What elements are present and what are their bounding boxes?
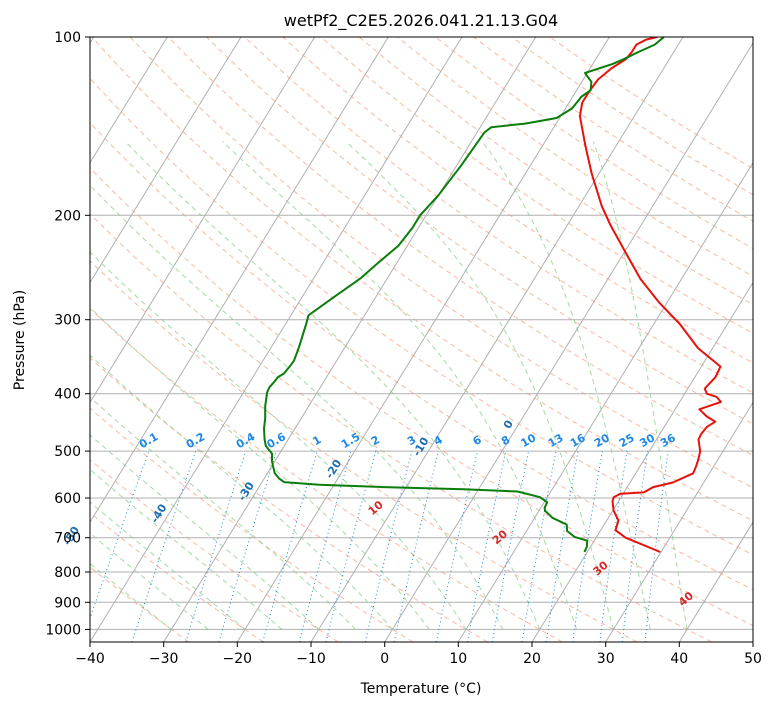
x-tick-label: 10 bbox=[449, 651, 467, 667]
isotherm-gridline bbox=[605, 401, 753, 642]
mixing-ratio-line bbox=[218, 450, 278, 642]
mixing-ratio-line bbox=[621, 451, 648, 642]
dewpoint-profile bbox=[263, 37, 665, 553]
moist-adiabat bbox=[90, 251, 467, 630]
axis-layer: −40 −30 −20 −10 0 10 20 30 40 50 100 200 300 400 500 60… bbox=[45, 30, 762, 667]
mixing-ratio-line bbox=[262, 450, 318, 642]
x-tick-label: −10 bbox=[296, 651, 326, 667]
isotherm-gridline bbox=[236, 37, 610, 642]
mixing-ratio-line bbox=[393, 450, 439, 642]
moist-adiabat bbox=[90, 562, 172, 630]
y-tick-label: 200 bbox=[54, 208, 81, 224]
x-tick-label: 0 bbox=[380, 651, 389, 667]
x-tick-label: 40 bbox=[670, 651, 688, 667]
grid-layer bbox=[90, 37, 753, 642]
mixing-ratio-line bbox=[325, 450, 377, 642]
x-axis-title: Temperature (°C) bbox=[360, 681, 482, 697]
isotherm-gridline bbox=[384, 42, 753, 642]
isotherm-gridline bbox=[90, 37, 316, 404]
dry-adiabat bbox=[90, 357, 488, 642]
dry-adiabat bbox=[244, 37, 753, 394]
dry-adiabat bbox=[90, 308, 563, 642]
dry-adiabat bbox=[167, 37, 753, 456]
y-tick-label: 900 bbox=[54, 595, 81, 611]
isotherm-gridline bbox=[90, 37, 389, 524]
mixing-ratio-line bbox=[90, 450, 150, 620]
isotherm-gridline bbox=[90, 37, 463, 642]
y-tick-label: 100 bbox=[54, 30, 81, 46]
isotherm-gridline bbox=[90, 37, 168, 164]
x-tick-label: 50 bbox=[744, 651, 762, 667]
y-tick-label: 800 bbox=[54, 565, 81, 581]
plot-frame bbox=[89, 36, 754, 643]
mixing-ratio-line bbox=[364, 450, 413, 642]
y-tick-label: 400 bbox=[54, 387, 81, 403]
chart-title: wetPf2_C2E5.2026.041.21.13.G04 bbox=[284, 11, 558, 31]
dry-adiabat bbox=[90, 122, 753, 591]
mixing-ratio-line bbox=[131, 450, 197, 642]
moist-adiabat bbox=[345, 140, 614, 630]
dry-adiabat bbox=[320, 37, 753, 334]
moist-adiabat bbox=[90, 354, 393, 630]
dry-adiabat bbox=[129, 37, 753, 489]
x-tick-label: −20 bbox=[223, 651, 253, 667]
moist-adiabat bbox=[90, 434, 320, 630]
mixing-ratio-line bbox=[644, 451, 669, 642]
moist-adiabat bbox=[221, 140, 578, 630]
isotherm-gridline bbox=[90, 37, 242, 284]
x-tick-label: 30 bbox=[597, 651, 615, 667]
data-layer bbox=[263, 37, 722, 553]
moist-adiabat bbox=[592, 141, 688, 630]
isotherm-gridline bbox=[531, 281, 753, 642]
y-tick-label: 300 bbox=[54, 313, 81, 329]
mixing-ratio-line bbox=[185, 450, 247, 642]
mixing-ratio-line bbox=[435, 450, 478, 642]
x-tick-label: 20 bbox=[523, 651, 541, 667]
y-tick-label: 500 bbox=[54, 444, 81, 460]
temperature-profile bbox=[578, 37, 722, 553]
moist-adiabat bbox=[481, 141, 651, 630]
dry-adiabat bbox=[90, 458, 339, 642]
dry-adiabat bbox=[90, 511, 264, 642]
moist-adiabat bbox=[90, 184, 504, 630]
y-tick-label: 1000 bbox=[45, 622, 81, 638]
mixing-ratio-line bbox=[298, 450, 352, 642]
moist-adiabat bbox=[90, 501, 246, 630]
x-tick-label: −30 bbox=[149, 651, 179, 667]
dry-adiabat bbox=[90, 213, 712, 642]
dry-adiabat bbox=[90, 260, 638, 642]
isotherm-gridline bbox=[163, 37, 537, 642]
isotherm-gridline bbox=[310, 37, 684, 642]
y-tick-label: 600 bbox=[54, 491, 81, 507]
moist-adiabat bbox=[90, 396, 356, 630]
isotherm-gridline bbox=[678, 521, 753, 642]
moist-adiabat bbox=[90, 306, 430, 630]
dry-adiabat bbox=[90, 167, 753, 627]
isotherm-gridline bbox=[457, 161, 753, 642]
y-tick-label: 700 bbox=[54, 531, 81, 547]
x-tick-label: −40 bbox=[75, 651, 105, 667]
y-axis-title: Pressure (hPa) bbox=[12, 290, 28, 390]
